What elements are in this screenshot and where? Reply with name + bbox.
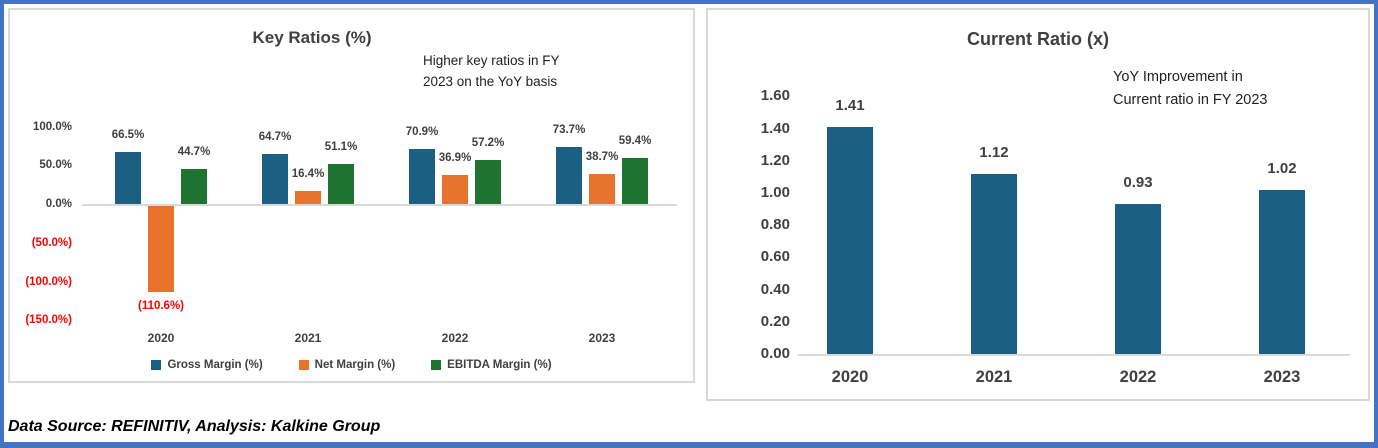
x-axis-category-label: 2021	[294, 331, 322, 345]
legend-item-gross-margin: Gross Margin (%)	[151, 359, 263, 371]
bar-net-margin-2022	[442, 175, 468, 204]
x-axis-category-label: 2023	[1263, 368, 1301, 386]
y-axis-tick-label: 1.60	[760, 87, 790, 105]
legend-swatch-icon	[431, 360, 442, 370]
bar-current-ratio-x-2021	[971, 174, 1017, 354]
bar-current-ratio-x-2020	[827, 127, 873, 354]
x-axis-category-label: 2020	[831, 368, 869, 386]
bar-gross-margin-2023	[556, 147, 582, 204]
bar-net-margin-2023	[589, 174, 615, 204]
x-axis-category-label: 2023	[588, 331, 616, 345]
bar-value-label: 59.4%	[618, 135, 652, 147]
bar-ebitda-margin-2023	[622, 158, 648, 204]
bar-value-label: 66.5%	[111, 129, 145, 141]
bar-ebitda-margin-2021	[328, 164, 354, 204]
y-axis-tick-label: 0.0%	[45, 198, 72, 210]
bar-value-label: (110.6%)	[137, 300, 185, 312]
bar-gross-margin-2020	[115, 152, 141, 204]
y-axis-tick-label: (150.0%)	[25, 314, 72, 327]
legend-item-net-margin: Net Margin (%)	[298, 359, 396, 371]
bar-value-label: 70.9%	[405, 126, 439, 138]
bar-value-label: 1.12	[979, 144, 1009, 161]
bar-value-label: 38.7%	[585, 151, 619, 163]
bar-value-label: 64.7%	[258, 131, 292, 143]
bar-current-ratio-x-2022	[1115, 204, 1161, 354]
legend-label: EBITDA Margin (%)	[447, 359, 552, 371]
bar-value-label: 73.7%	[552, 124, 586, 136]
bar-ebitda-margin-2022	[475, 160, 501, 204]
current-ratio-plot-area: 1.60 1.40 1.20 1.00 0.80 0.60 0.40 0.20 0.00 1.41…	[708, 10, 1368, 399]
y-axis-tick-label: 0.40	[760, 280, 790, 298]
legend-label: Gross Margin (%)	[167, 359, 263, 371]
y-axis-tick-label: 1.20	[760, 151, 790, 169]
data-source-note: Data Source: REFINITIV, Analysis: Kalkin…	[8, 418, 381, 435]
key-ratios-chart-panel: Key Ratios (%) Higher key ratios in FY 2…	[8, 8, 695, 383]
legend-label: Net Margin (%)	[314, 359, 396, 371]
bar-value-label: 0.93	[1123, 174, 1153, 191]
bar-value-label: 1.41	[835, 97, 865, 114]
legend-item-ebitda-margin: EBITDA Margin (%)	[431, 359, 552, 371]
bar-value-label: 44.7%	[177, 146, 211, 158]
key-ratios-legend: Gross Margin (%) Net Margin (%) EBITDA Mar…	[10, 359, 693, 371]
bar-value-label: 16.4%	[291, 168, 325, 180]
x-axis-category-label: 2022	[441, 331, 469, 345]
y-axis-tick-label: (100.0%)	[25, 275, 72, 288]
x-axis-category-label: 2020	[147, 331, 175, 345]
x-axis-category-label: 2021	[975, 368, 1013, 386]
bar-value-label: 36.9%	[438, 152, 472, 164]
current-ratio-annotation: YoY Improvement in Current ratio in FY 2…	[1113, 69, 1268, 108]
key-ratios-plot-area: 100.0% 50.0% 0.0% (50.0%) (100.0%) (150.0%) 66…	[10, 10, 693, 381]
y-axis-tick-label: (50.0%)	[31, 236, 72, 249]
y-axis-tick-label: 0.20	[760, 312, 790, 330]
current-ratio-chart-panel: Current Ratio (x) YoY Improvement in Cur…	[706, 8, 1370, 401]
y-axis-tick-label: 100.0%	[32, 120, 72, 133]
bar-value-label: 57.2%	[471, 137, 505, 149]
bar-net-margin-2020	[148, 206, 174, 292]
y-axis-tick-label: 1.40	[760, 119, 790, 137]
y-axis-tick-label: 1.00	[760, 184, 790, 201]
legend-swatch-icon	[151, 360, 162, 370]
bar-net-margin-2021	[295, 191, 321, 204]
x-axis-line	[82, 204, 677, 206]
current-ratio-chart-title: Current Ratio (x)	[966, 29, 1109, 49]
bar-current-ratio-x-2023	[1259, 190, 1305, 354]
y-axis-tick-label: 0.80	[760, 216, 790, 234]
y-axis-tick-label: 0.00	[760, 345, 790, 362]
key-ratios-annotation: Higher key ratios in FY 2023 on the YoY …	[423, 53, 560, 89]
legend-swatch-icon	[298, 360, 309, 370]
bar-gross-margin-2022	[409, 149, 435, 204]
y-axis-tick-label: 0.60	[760, 248, 790, 266]
x-axis-line	[798, 354, 1350, 356]
bar-value-label: 51.1%	[324, 141, 358, 153]
bar-gross-margin-2021	[262, 154, 288, 204]
bar-value-label: 1.02	[1267, 160, 1297, 177]
key-ratios-chart-title: Key Ratios (%)	[252, 28, 372, 47]
y-axis-tick-label: 50.0%	[39, 159, 72, 172]
bar-ebitda-margin-2020	[181, 169, 207, 204]
x-axis-category-label: 2022	[1119, 368, 1157, 386]
